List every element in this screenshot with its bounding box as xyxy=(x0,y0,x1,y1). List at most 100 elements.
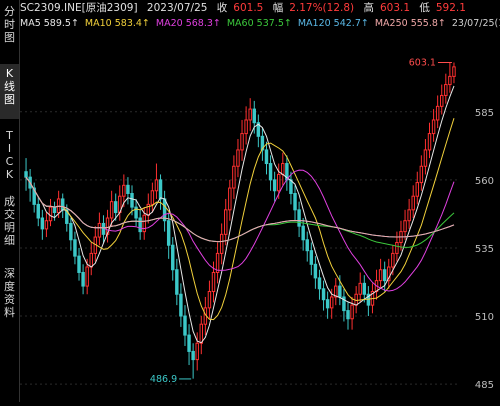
candle-body xyxy=(244,119,248,135)
candle-body xyxy=(313,263,318,279)
ma-legend-item: MA5 589.5↑ xyxy=(20,18,79,29)
y-tick-label: 560 xyxy=(475,176,494,187)
candle-body xyxy=(281,163,285,175)
ma250-line xyxy=(25,176,455,243)
ma10-line xyxy=(25,118,455,321)
candle-body xyxy=(232,165,236,189)
candle-body xyxy=(411,195,415,211)
low-value: 592.1 xyxy=(435,2,466,14)
candle-body xyxy=(85,266,89,287)
high-annotation: 603.1 xyxy=(409,58,436,69)
ma-legend-item: MA20 568.3↑ xyxy=(155,18,221,29)
candle-body xyxy=(358,282,362,295)
candle-body xyxy=(97,222,102,238)
candle-body xyxy=(32,187,36,205)
high-label: 高 xyxy=(363,2,374,14)
candle-body xyxy=(334,285,338,298)
candle-body xyxy=(36,203,40,219)
quote-header: SC2309.INE[原油2309] 2023/07/25 收 601.5 幅 2.… xyxy=(20,0,500,17)
candle-body xyxy=(211,271,216,293)
ma5-line xyxy=(25,85,455,344)
low-annotation: 486.9 xyxy=(150,374,177,385)
candle-body xyxy=(268,163,273,181)
candle-body xyxy=(109,201,114,219)
tab-time-share-label: 分时图 xyxy=(4,5,15,44)
tab-depth-data[interactable]: 深度资料 xyxy=(0,264,19,333)
candle-body xyxy=(113,201,118,214)
candle-body xyxy=(134,206,138,219)
candle-body xyxy=(444,84,448,96)
candle-body xyxy=(362,282,367,295)
candle-body xyxy=(138,217,142,233)
close-label: 收 xyxy=(216,2,228,14)
candle-body xyxy=(187,334,191,352)
candle-body xyxy=(81,271,85,287)
ma-legend-item: 23/07/25(126日) xyxy=(451,18,500,29)
candle-body xyxy=(346,310,350,320)
candle-body xyxy=(448,75,452,86)
candle-body xyxy=(256,122,261,137)
candle-body xyxy=(122,184,126,197)
candle-body xyxy=(154,179,159,192)
candle-body xyxy=(199,323,204,344)
quote-date: 2023/07/25 xyxy=(146,2,208,14)
candle-body xyxy=(252,108,256,124)
candle-body xyxy=(427,133,432,151)
candle-body xyxy=(228,187,232,211)
low-label: 低 xyxy=(419,2,430,14)
candle-body xyxy=(338,285,342,298)
candle-body xyxy=(195,342,199,361)
tab-trade-detail[interactable]: 成交明细 xyxy=(0,192,19,261)
candle-body xyxy=(236,149,240,167)
kline-chart-svg: 585 560 535 510 485 603.1 486.9 xyxy=(20,58,494,391)
symbol-name: SC2309.INE[原油2309] xyxy=(20,2,138,14)
y-tick-label: 510 xyxy=(475,312,494,323)
candle-body xyxy=(183,315,187,336)
close-value: 601.5 xyxy=(233,2,264,14)
ma-legend-item: MA10 583.4↑ xyxy=(84,18,150,29)
candle-body xyxy=(342,296,346,312)
candle-body xyxy=(452,66,456,77)
candle-body xyxy=(162,198,167,222)
candle-body xyxy=(297,209,301,227)
tab-depth-data-label: 深度资料 xyxy=(4,267,15,319)
candle-body xyxy=(158,179,163,200)
y-tick-label: 485 xyxy=(475,380,494,391)
candle-body xyxy=(395,242,399,254)
candle-body xyxy=(329,296,334,309)
candle-body xyxy=(207,291,212,309)
candle-body xyxy=(191,350,195,361)
candle-body xyxy=(293,192,297,211)
high-value: 603.1 xyxy=(379,2,411,14)
candle-body xyxy=(440,94,444,107)
candle-body xyxy=(415,182,420,197)
candle-body xyxy=(48,206,53,222)
candle-body xyxy=(317,277,322,290)
ma-legend-item: MA250 555.8↑ xyxy=(374,18,446,29)
candle-body xyxy=(419,165,424,184)
candle-body xyxy=(391,252,395,268)
ma-legend: MA5 589.5↑ MA10 583.4↑ MA20 568.3↑ MA60 537… xyxy=(20,17,500,31)
candle-body xyxy=(175,269,179,295)
candle-body xyxy=(130,192,134,208)
kline-chart[interactable]: 585 560 535 510 485 603.1 486.9 xyxy=(20,33,500,402)
candle-body xyxy=(142,214,146,233)
y-tick-label: 535 xyxy=(475,244,494,255)
candle-body xyxy=(77,255,81,273)
tab-time-share[interactable]: 分时图 xyxy=(0,2,19,57)
candle-body xyxy=(150,190,155,205)
candle-body xyxy=(350,304,354,320)
candle-body xyxy=(126,184,130,194)
candle-body xyxy=(40,217,45,230)
candle-body xyxy=(321,288,326,301)
candle-body xyxy=(431,119,436,135)
candle-body xyxy=(171,244,175,271)
candle-body xyxy=(378,269,383,282)
candle-body xyxy=(260,135,265,151)
candle-body xyxy=(248,108,252,121)
candle-body xyxy=(73,239,77,257)
